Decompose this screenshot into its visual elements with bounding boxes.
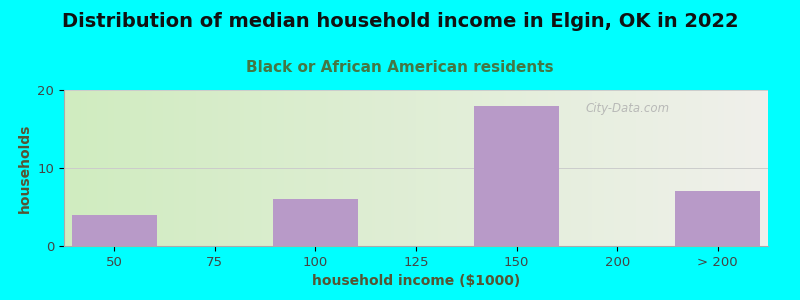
- Text: City-Data.com: City-Data.com: [585, 102, 670, 115]
- Bar: [71, 215, 157, 246]
- Bar: [474, 106, 559, 246]
- Y-axis label: households: households: [18, 123, 32, 213]
- X-axis label: household income ($1000): household income ($1000): [312, 274, 520, 288]
- Text: Black or African American residents: Black or African American residents: [246, 60, 554, 75]
- Bar: [273, 199, 358, 246]
- Text: Distribution of median household income in Elgin, OK in 2022: Distribution of median household income …: [62, 12, 738, 31]
- Bar: [675, 191, 761, 246]
